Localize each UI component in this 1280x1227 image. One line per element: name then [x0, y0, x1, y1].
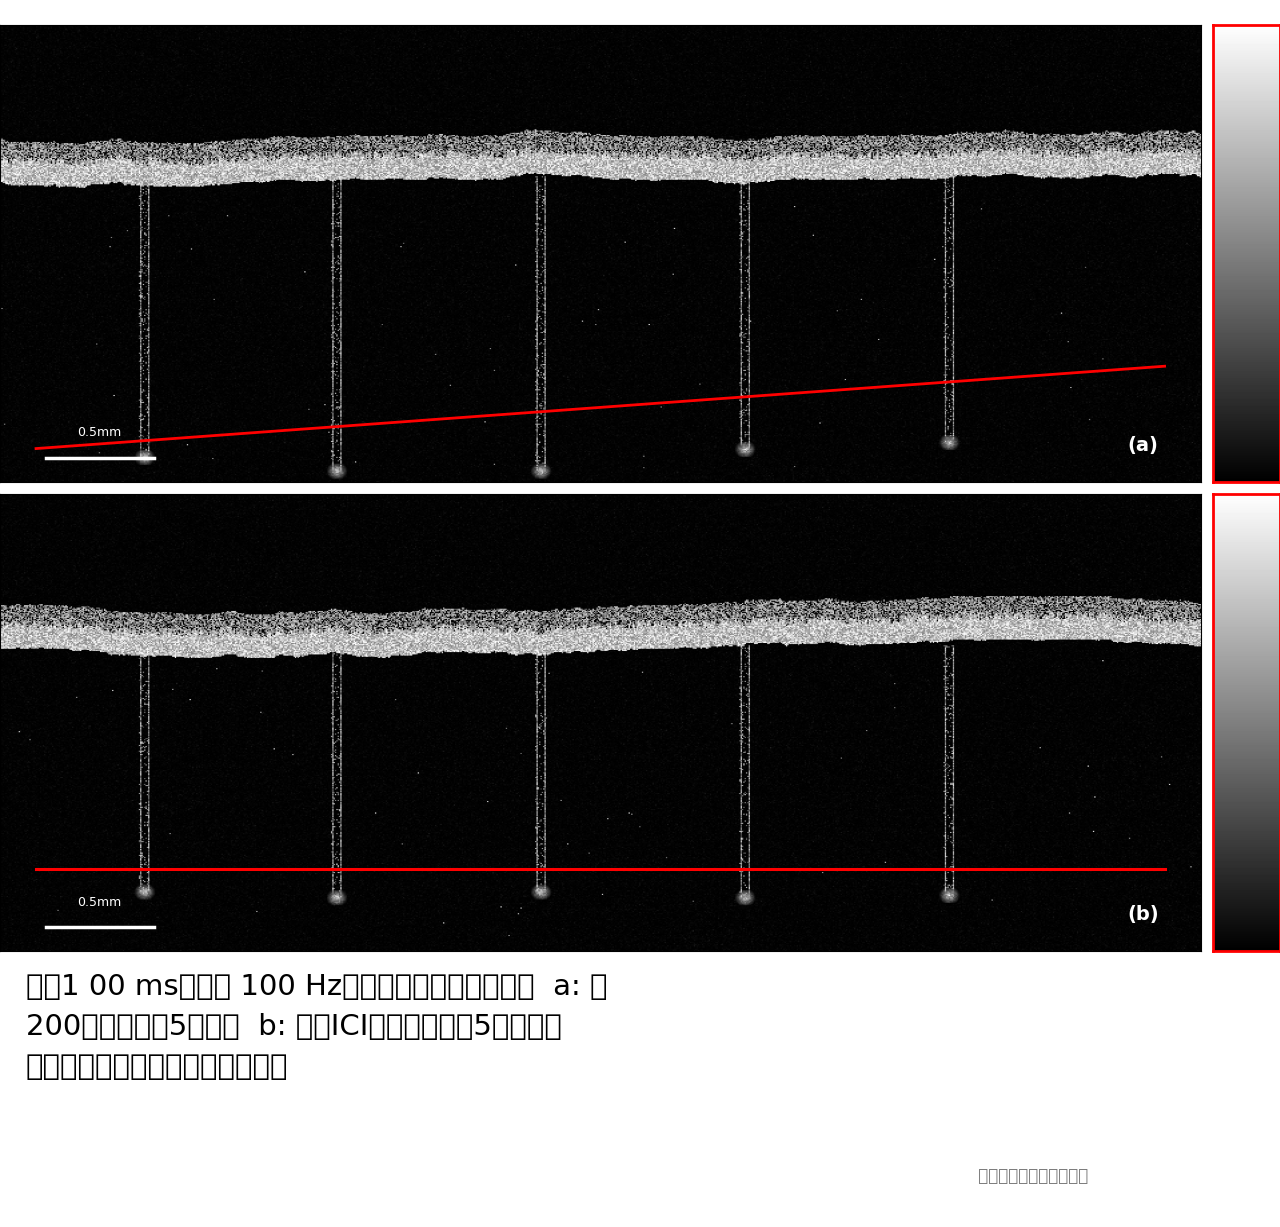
- Text: (b): (b): [1126, 906, 1158, 924]
- Text: (a): (a): [1128, 436, 1158, 455]
- Text: 0.5mm: 0.5mm: [78, 427, 122, 439]
- Text: 使用1 00 ms脉冲、 100 Hz的冲击钒孔的横截面图。  a: 用
200个脉冲钒了5个洞。  b: 使用ICI闭环反馈钒了5个孔来控
制脉冲数，直到达到: 使用1 00 ms脉冲、 100 Hz的冲击钒孔的横截面图。 a: 用 200个…: [26, 973, 607, 1081]
- Text: 0.5mm: 0.5mm: [78, 896, 122, 909]
- Text: 先进激光加工及过程监测: 先进激光加工及过程监测: [973, 1167, 1088, 1184]
